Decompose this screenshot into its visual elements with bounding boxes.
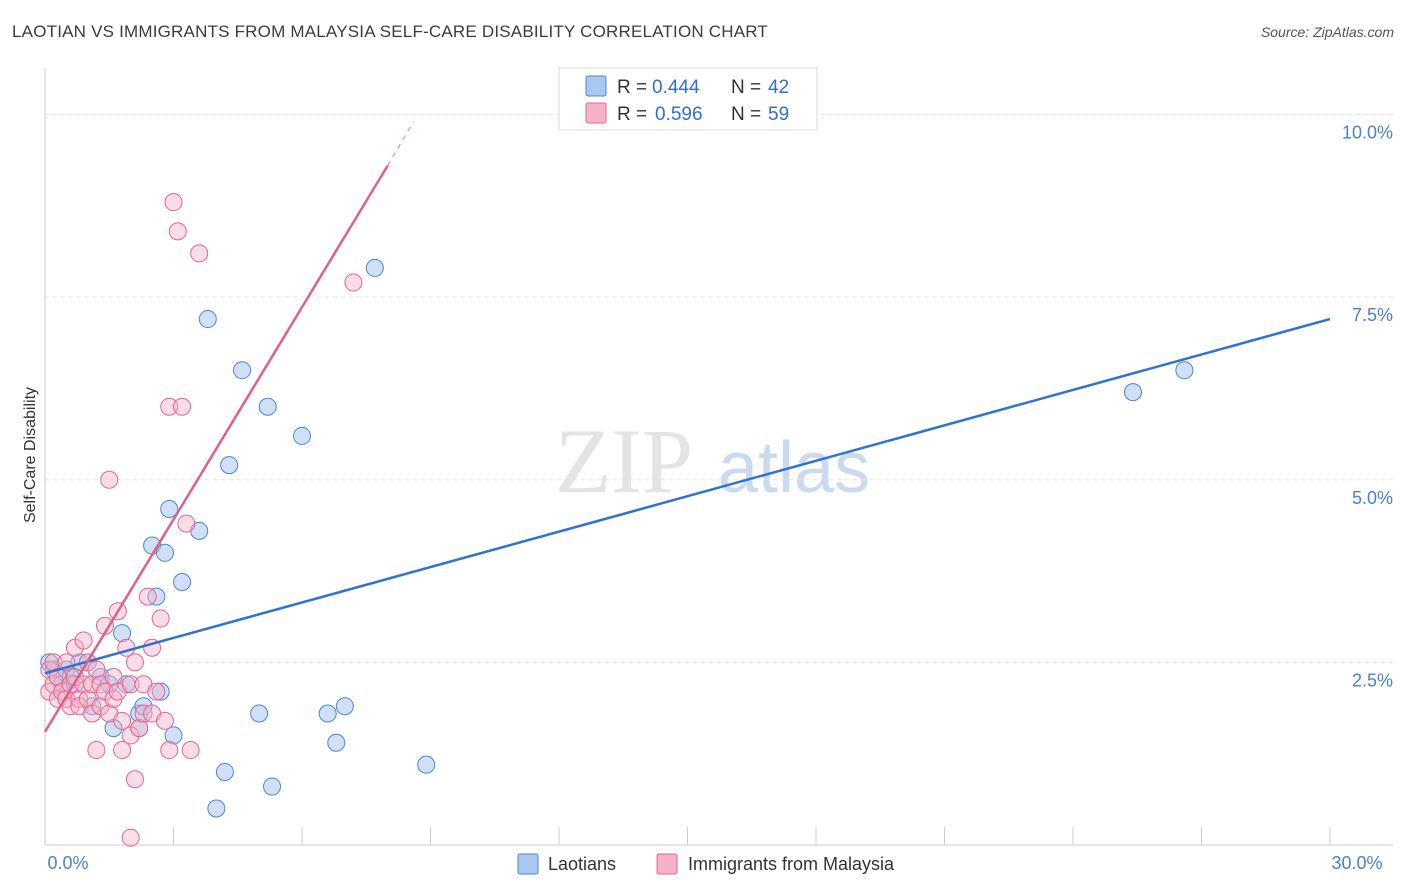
malaysia-point (147, 682, 166, 701)
y-tick-label: 7.5% (1352, 305, 1393, 325)
legend-r-label-2: R = (617, 104, 647, 125)
y-tick-labels: 2.5% 5.0% 7.5% 10.0% (1342, 123, 1393, 691)
legend-r-label-1: R = (617, 77, 647, 98)
laotians-point (215, 762, 234, 781)
malaysia-point (151, 609, 170, 628)
malaysia-point (74, 631, 93, 650)
malaysia-point (164, 193, 183, 212)
trend-lines (43, 121, 1331, 733)
y-tick-label: 10.0% (1342, 123, 1393, 143)
laotians-point (1123, 383, 1142, 402)
watermark-zip: ZIP (555, 410, 693, 512)
malaysia-point (125, 653, 144, 672)
axes (44, 68, 1393, 846)
malaysia-point (121, 675, 140, 694)
malaysia-point (181, 741, 200, 760)
laotians-point (365, 258, 384, 277)
legend-r-value-2: 0.596 (655, 104, 703, 125)
bottom-legend-swatch-malaysia (656, 853, 678, 875)
malaysia-point (344, 273, 363, 292)
laotians-point (160, 499, 179, 518)
legend-n-label-2: N = (731, 104, 761, 125)
laotians-point (173, 573, 192, 592)
malaysia-point (190, 244, 209, 263)
bottom-legend-swatch-laotians (517, 853, 539, 875)
malaysia-point (113, 711, 132, 730)
x-tick-label-max: 30.0% (1331, 853, 1382, 873)
laotians-point (335, 697, 354, 716)
laotians-point (164, 726, 183, 745)
laotians-point (318, 704, 337, 723)
laotians-point (155, 543, 174, 562)
legend-n-label-1: N = (731, 77, 761, 98)
x-tick-label-min: 0.0% (47, 853, 88, 873)
malaysia-point (113, 741, 132, 760)
y-tick-label: 2.5% (1352, 670, 1393, 690)
chart-title: LAOTIAN VS IMMIGRANTS FROM MALAYSIA SELF… (12, 22, 769, 41)
malaysia-trend-extension (387, 121, 415, 167)
legend-n-value-2: 59 (768, 104, 789, 125)
malaysia-point (155, 711, 174, 730)
malaysia-point (160, 741, 179, 760)
laotians-point (293, 426, 311, 445)
y-tick-label: 5.0% (1352, 488, 1393, 508)
laotians-point (207, 799, 226, 818)
series-legend: Laotians Immigrants from Malaysia (517, 853, 895, 875)
legend-r-value-1: 0.444 (652, 77, 700, 98)
malaysia-point (104, 667, 123, 686)
malaysia-point (177, 514, 196, 533)
malaysia-trend-line (43, 165, 389, 733)
correlation-legend: R = 0.444 N = 42 R = 0.596 N = 59 (558, 67, 818, 131)
laotians-point (113, 624, 132, 643)
laotians-point (417, 755, 436, 774)
malaysia-point (87, 660, 106, 679)
legend-swatch-laotians (585, 75, 607, 97)
malaysia-point (121, 828, 140, 847)
malaysia-point (173, 397, 192, 416)
bottom-legend-label-laotians: Laotians (548, 854, 616, 874)
legend-n-value-1: 42 (768, 77, 789, 98)
malaysia-point (130, 719, 149, 738)
malaysia-point (168, 222, 187, 241)
gridlines (45, 114, 1393, 663)
laotians-point (233, 361, 252, 380)
laotians-point (263, 777, 282, 796)
malaysia-point (160, 397, 179, 416)
y-axis-label: Self-Care Disability (22, 387, 39, 523)
source-label: Source: ZipAtlas.com (1260, 24, 1394, 40)
bottom-legend-label-malaysia: Immigrants from Malaysia (688, 854, 895, 874)
legend-swatch-malaysia (585, 102, 607, 124)
malaysia-point (87, 741, 106, 760)
malaysia-point (125, 770, 144, 789)
laotians-trend-line (44, 317, 1331, 675)
malaysia-point (138, 587, 157, 606)
laotians-point (220, 456, 239, 475)
malaysia-point (100, 470, 119, 489)
laotians-point (258, 397, 277, 416)
laotians-point (151, 682, 170, 701)
laotians-points (40, 258, 1194, 818)
laotians-point (327, 733, 346, 752)
laotians-point (198, 310, 217, 329)
malaysia-points (40, 193, 363, 847)
laotians-point (1175, 361, 1194, 380)
laotians-point (250, 704, 269, 723)
